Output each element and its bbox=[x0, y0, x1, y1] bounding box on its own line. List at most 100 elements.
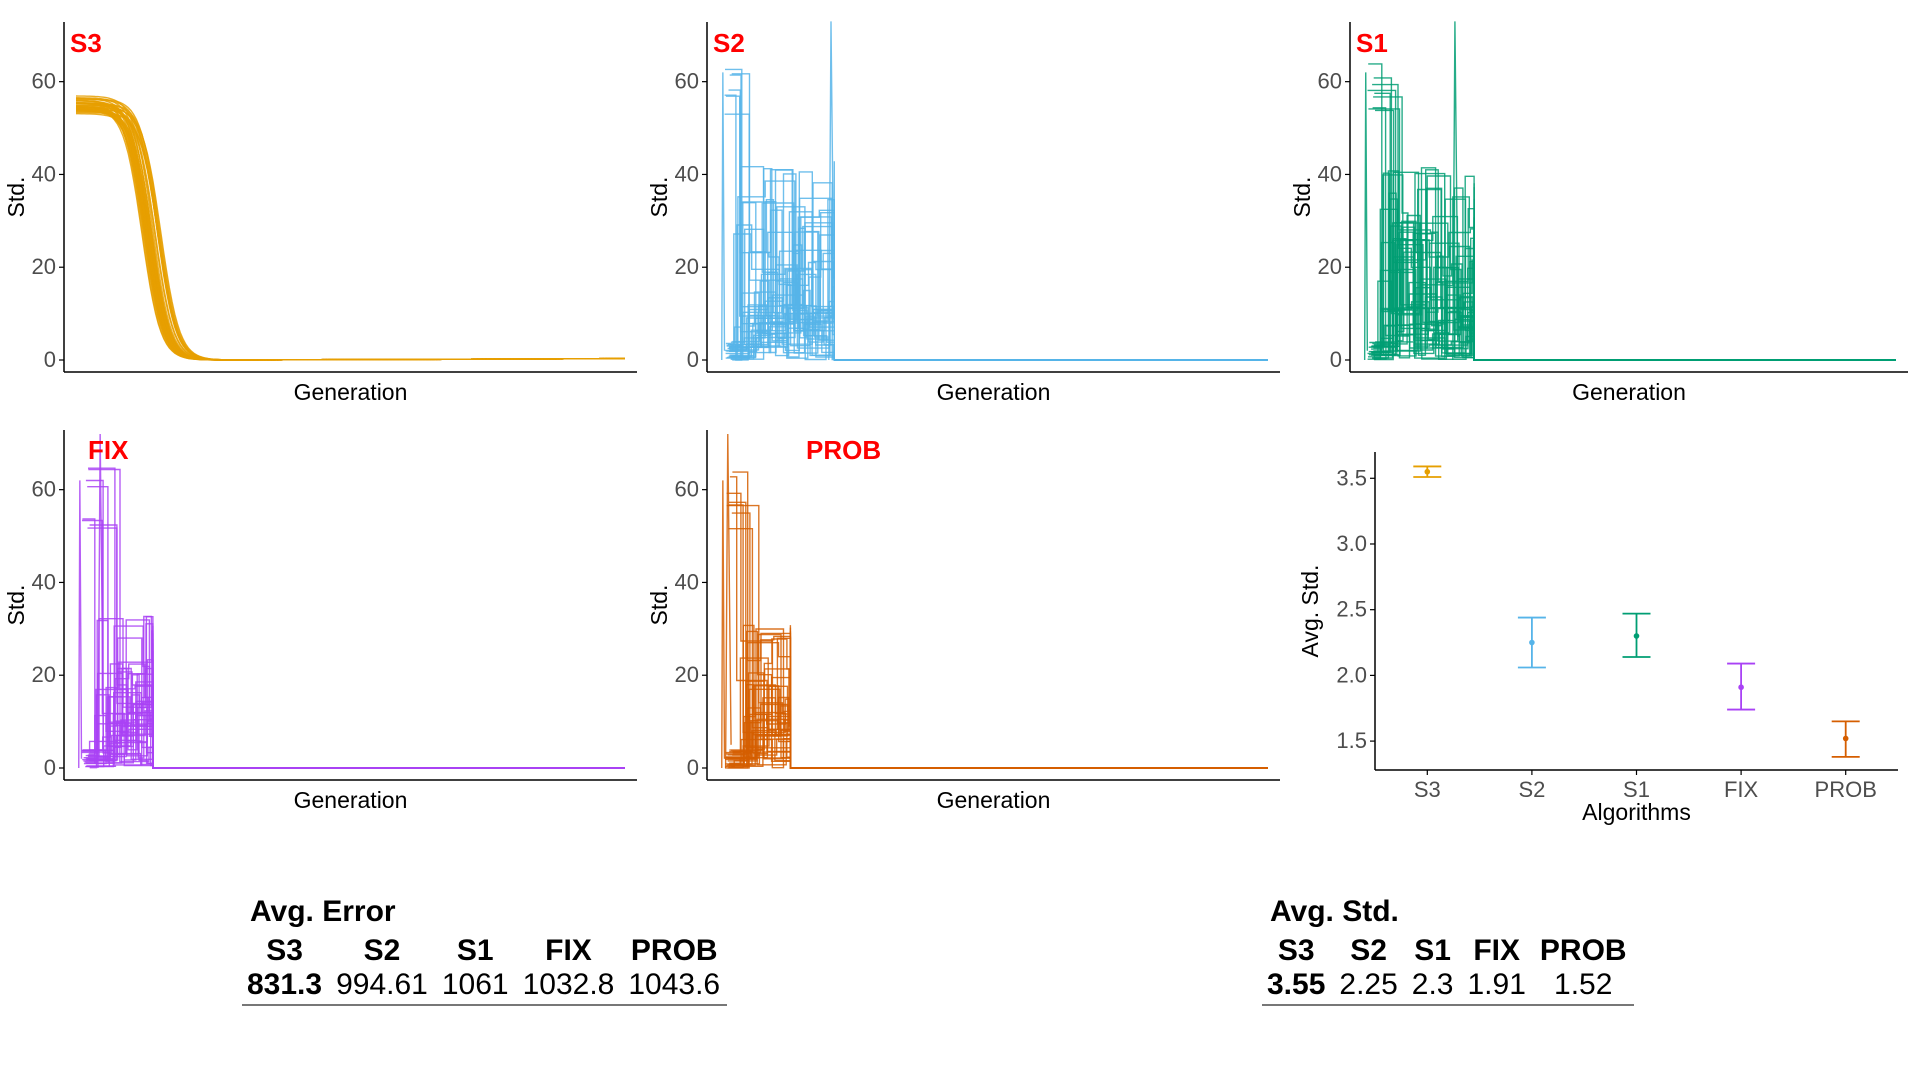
series-run bbox=[728, 528, 1268, 769]
series-run bbox=[726, 628, 1268, 769]
series-run bbox=[725, 719, 1268, 769]
avg-std-value-s3: 3.55 bbox=[1262, 968, 1333, 1006]
series-run bbox=[1372, 183, 1896, 361]
y-tick-label: 2.0 bbox=[1336, 662, 1367, 687]
series-run bbox=[1368, 208, 1896, 361]
series-run bbox=[1372, 83, 1896, 361]
panel-prob: 0 20 40 60 Std. Generation PROB bbox=[646, 430, 1280, 813]
series-run bbox=[88, 672, 625, 769]
series-run bbox=[76, 107, 626, 361]
avg-error-value-s1: 1061 bbox=[434, 968, 516, 1006]
series-run bbox=[87, 714, 625, 769]
errorbar-mean-point bbox=[1424, 468, 1431, 475]
series-run bbox=[727, 668, 1268, 769]
series-run bbox=[81, 637, 625, 769]
series-run bbox=[729, 720, 1268, 769]
series-run bbox=[87, 486, 625, 769]
x-axis-title: Generation bbox=[294, 787, 408, 813]
series-run bbox=[730, 209, 1268, 361]
y-tick-label: 60 bbox=[1318, 69, 1342, 94]
series-peak bbox=[724, 433, 732, 769]
series-run bbox=[731, 710, 1268, 769]
series-run bbox=[87, 625, 625, 769]
series-run bbox=[732, 684, 1268, 769]
x-tick-label: S2 bbox=[1518, 777, 1545, 802]
y-tick-label: 60 bbox=[675, 477, 699, 502]
series-run bbox=[83, 700, 625, 769]
series-run bbox=[1372, 222, 1896, 361]
avg-error-header-s2: S2 bbox=[363, 934, 401, 967]
series-run bbox=[728, 504, 1268, 769]
series-run bbox=[726, 492, 1268, 769]
y-axis-title: Std. bbox=[646, 585, 672, 626]
series-run bbox=[730, 751, 1268, 769]
series-run bbox=[724, 697, 1268, 769]
series-run bbox=[725, 738, 1268, 769]
series-run bbox=[732, 471, 1268, 769]
series-run bbox=[82, 615, 625, 769]
series-initial-spike bbox=[721, 480, 726, 769]
y-axis-title: Std. bbox=[1289, 177, 1315, 218]
series-run bbox=[730, 738, 1268, 769]
series-run bbox=[729, 698, 1268, 769]
series-run bbox=[731, 630, 1268, 769]
series-run bbox=[89, 687, 625, 769]
y-tick-label: 0 bbox=[44, 755, 56, 780]
series-run bbox=[725, 627, 1268, 769]
series-run bbox=[81, 673, 625, 769]
series-run bbox=[729, 638, 1268, 769]
series-run bbox=[82, 663, 625, 769]
series-run bbox=[729, 201, 1268, 361]
avg-error-value-s3: 831.3 bbox=[242, 968, 330, 1006]
avg-std-header-s3: S3 bbox=[1277, 934, 1315, 967]
series-run bbox=[85, 723, 625, 769]
series-run bbox=[86, 696, 625, 769]
series-run bbox=[727, 632, 1268, 769]
y-axis-title: Avg. Std. bbox=[1297, 565, 1323, 658]
y-tick-label: 0 bbox=[1330, 347, 1342, 372]
series-run bbox=[82, 723, 625, 769]
series-run bbox=[727, 688, 1268, 769]
y-tick-label: 20 bbox=[1318, 254, 1342, 279]
series-lines-fix bbox=[78, 433, 625, 769]
series-run bbox=[730, 224, 1268, 361]
series-run bbox=[725, 633, 1268, 769]
series-run bbox=[732, 624, 1268, 769]
series-run bbox=[725, 642, 1268, 769]
series-run bbox=[84, 619, 625, 769]
errorbar-mean-point bbox=[1738, 684, 1744, 691]
avg-std-header-fix: FIX bbox=[1473, 934, 1521, 967]
series-run bbox=[89, 736, 625, 769]
y-tick-label: 20 bbox=[32, 662, 56, 687]
series-run bbox=[729, 476, 1268, 769]
y-tick-label: 0 bbox=[687, 347, 699, 372]
series-run bbox=[82, 519, 625, 769]
panel-label: S3 bbox=[70, 28, 102, 58]
avg-error-header-fix: FIX bbox=[545, 934, 592, 967]
y-tick-label: 40 bbox=[675, 161, 699, 186]
series-run bbox=[728, 713, 1268, 769]
panel-avg-std-errorbar: 1.5 2.0 2.5 3.0 3.5 S3 S2 S1 FIX PROB Avg. Std. Alg… bbox=[1297, 452, 1898, 825]
panel-s2: 0 20 40 60 Std. Generation S2 bbox=[646, 21, 1280, 405]
avg-error-value-prob: 1043.6 bbox=[621, 968, 728, 1006]
y-tick-label: 1.5 bbox=[1336, 728, 1367, 753]
avg-std-header-prob: PROB bbox=[1539, 934, 1627, 967]
y-axis-title: Std. bbox=[646, 177, 672, 218]
series-run bbox=[725, 161, 1268, 361]
x-axis-title: Generation bbox=[294, 379, 408, 405]
y-tick-label: 40 bbox=[675, 569, 699, 594]
panel-s1: 0 20 40 60 Std. Generation S1 bbox=[1289, 21, 1908, 405]
y-axis-title: Std. bbox=[3, 177, 29, 218]
series-lines-prob bbox=[721, 433, 1268, 769]
panel-label: S2 bbox=[713, 28, 745, 58]
y-tick-label: 20 bbox=[675, 662, 699, 687]
series-initial-spike bbox=[78, 480, 83, 769]
series-run bbox=[81, 681, 625, 769]
series-lines-s3 bbox=[75, 95, 626, 361]
avg-std-value-prob: 1.52 bbox=[1532, 968, 1634, 1006]
series-run bbox=[1373, 77, 1896, 361]
series-run bbox=[82, 518, 625, 769]
series-run bbox=[729, 729, 1268, 769]
avg-error-value-fix: 1032.8 bbox=[515, 968, 622, 1006]
